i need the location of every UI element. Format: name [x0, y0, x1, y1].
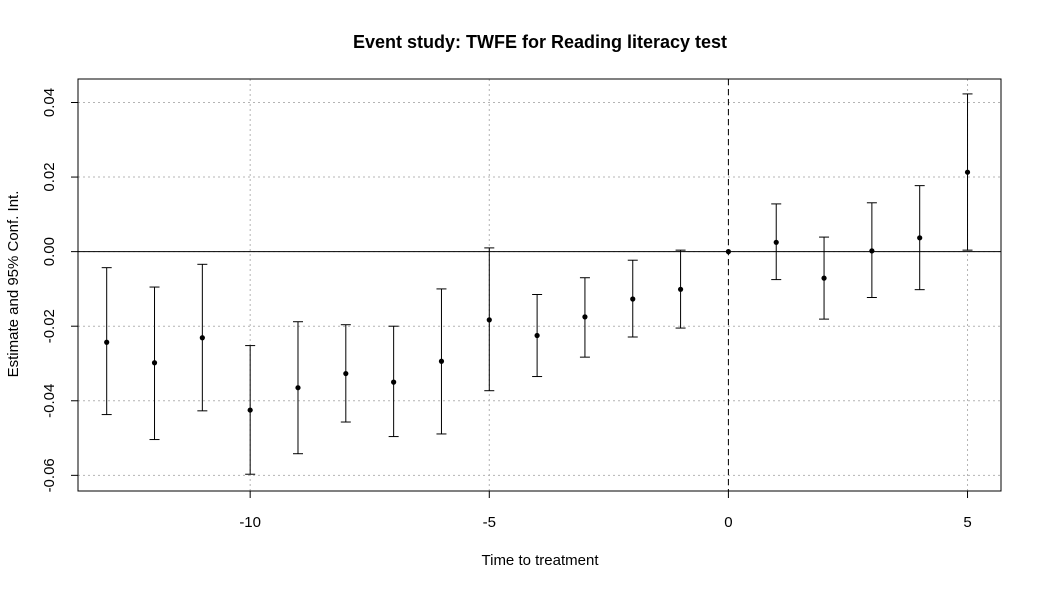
x-tick-label: 5 [963, 514, 971, 531]
y-tick-label: -0.02 [41, 309, 58, 343]
x-axis-label: Time to treatment [482, 552, 600, 569]
estimate-point-group [627, 259, 638, 338]
estimate-point-group [532, 294, 543, 378]
grid-lines [78, 79, 1001, 491]
estimate-point [438, 358, 445, 364]
y-tick-label: -0.04 [41, 384, 58, 418]
estimate-point [247, 407, 253, 413]
estimate-point [964, 169, 971, 175]
estimate-point [534, 332, 540, 339]
y-tick-label: 0.00 [41, 237, 58, 266]
estimate-point-group [866, 202, 877, 298]
estimate-point-group [340, 324, 351, 423]
estimate-point [725, 249, 732, 255]
estimate-point-group [388, 325, 399, 438]
estimate-point-group [962, 93, 973, 251]
estimate-point-group [436, 288, 447, 435]
estimate-point [104, 339, 110, 345]
reference-lines [78, 79, 1001, 491]
estimate-point [821, 275, 827, 281]
estimate-point-group [292, 321, 303, 455]
y-tick-label: -0.06 [41, 458, 58, 492]
estimate-point [391, 379, 397, 385]
estimate-point-group [675, 249, 686, 329]
estimate-point [295, 385, 301, 391]
plot-frame [77, 78, 1002, 492]
estimate-point-group [484, 247, 495, 392]
x-tick-label: 0 [724, 514, 732, 531]
estimate-point [630, 296, 636, 302]
estimate-point [869, 248, 875, 254]
y-axis-label: Estimate and 95% Conf. Int. [5, 191, 22, 378]
estimate-point-group [197, 263, 208, 412]
x-tick-label: -10 [239, 514, 261, 531]
estimate-point [773, 239, 779, 245]
chart-title: Event study: TWFE for Reading literacy t… [353, 32, 727, 52]
estimate-point-group [245, 345, 256, 475]
estimate-point-group [725, 249, 732, 255]
estimate-point [677, 286, 684, 292]
estimate-point [343, 370, 349, 377]
estimate-point [199, 335, 205, 341]
y-tick-label: 0.04 [41, 88, 58, 117]
estimate-point [151, 360, 158, 366]
estimate-point [917, 235, 923, 241]
y-tick-label: 0.02 [41, 162, 58, 191]
estimate-point-group [819, 236, 830, 320]
estimate-point [582, 314, 588, 320]
estimate-point [486, 317, 492, 323]
estimate-point-group [771, 203, 782, 281]
axes: -10 -5 0 5 -0.06 -0.04 -0.02 0.00 0.02 0.04 [41, 88, 972, 531]
estimate-point-group [101, 267, 112, 416]
estimate-point-group [579, 277, 590, 358]
estimate-point-group [914, 185, 925, 291]
x-tick-label: -5 [483, 514, 496, 531]
data-points [101, 93, 973, 475]
estimate-point-group [149, 286, 160, 441]
